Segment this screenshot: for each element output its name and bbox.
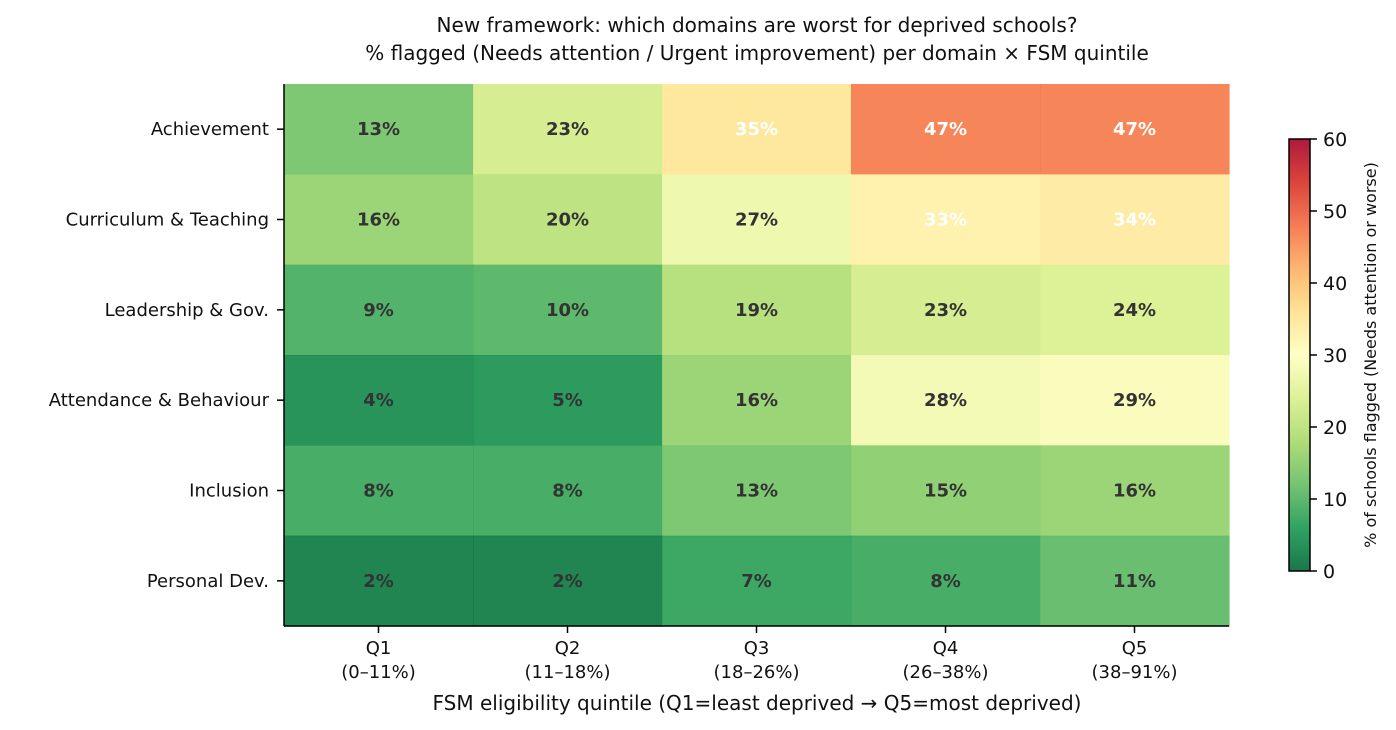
heatmap-cell	[662, 84, 852, 175]
cell-value-label: 2%	[363, 571, 394, 592]
cell-value-label: 28%	[924, 390, 967, 411]
colorbar-tick-label: 0	[1323, 561, 1335, 583]
heatmap-cell	[284, 174, 474, 266]
heatmap-cell	[473, 264, 663, 356]
cell-value-label: 34%	[1113, 210, 1156, 231]
cell-value-label: 2%	[552, 571, 583, 592]
cell-value-label: 33%	[924, 210, 967, 231]
colorbar-scale	[1288, 138, 1311, 572]
colorbar-tick-label: 20	[1323, 417, 1347, 439]
x-tick-label: Q5	[1122, 638, 1148, 659]
heatmap-cell	[1040, 174, 1230, 266]
x-tick-range-label: (26–38%)	[903, 662, 989, 683]
heatmap-cell	[473, 84, 663, 175]
cell-value-label: 24%	[1113, 300, 1156, 321]
cell-value-label: 19%	[735, 300, 778, 321]
x-tick-range-label: (0–11%)	[341, 662, 416, 683]
cell-value-label: 23%	[924, 300, 967, 321]
heatmap-cell	[851, 355, 1041, 446]
cell-value-label: 7%	[741, 571, 772, 592]
cell-value-label: 4%	[363, 390, 394, 411]
colorbar-ticks: 0 10 20 30 40 50 60	[1310, 129, 1347, 583]
heatmap-cell	[662, 535, 852, 627]
y-tick-label: Leadership & Gov.	[105, 300, 269, 321]
cell-value-label: 13%	[735, 481, 778, 502]
colorbar: 0 10 20 30 40 50 60 % of schools flagged (Need…	[1288, 129, 1380, 583]
x-tick-range-label: (18–26%)	[714, 662, 800, 683]
heatmap-cell	[284, 84, 474, 175]
heatmap-cell	[1040, 264, 1230, 356]
heatmap-cell	[284, 535, 474, 627]
cell-value-label: 47%	[1113, 119, 1156, 140]
x-tick-label: Q2	[555, 638, 581, 659]
x-tick-label: Q1	[366, 638, 392, 659]
x-tick-label: Q3	[744, 638, 770, 659]
colorbar-tick-label: 10	[1323, 489, 1347, 511]
heatmap-cell	[473, 174, 663, 266]
cell-value-label: 20%	[546, 210, 589, 231]
heatmap-cell	[1040, 355, 1230, 446]
x-tick-range-label: (11–18%)	[525, 662, 611, 683]
x-axis-ticks: Q1 (0–11%) Q2 (11–18%) Q3 (18–26%) Q4 (26–38%) Q…	[341, 626, 1177, 683]
cell-value-label: 23%	[546, 119, 589, 140]
cell-value-label: 11%	[1113, 571, 1156, 592]
heatmap-cell	[473, 535, 663, 627]
cell-value-label: 9%	[363, 300, 394, 321]
cell-value-label: 16%	[357, 210, 400, 231]
heatmap-cell	[851, 445, 1041, 537]
heatmap-cell	[662, 445, 852, 537]
x-axis-label: FSM eligibility quintile (Q1=least depri…	[433, 691, 1082, 715]
heatmap-cell	[851, 174, 1041, 266]
colorbar-label: % of schools flagged (Needs attention or…	[1361, 162, 1380, 548]
heatmap-cell	[473, 355, 663, 446]
heatmap-cell	[284, 355, 474, 446]
chart-subtitle: % flagged (Needs attention / Urgent impr…	[365, 41, 1149, 65]
heatmap-cell	[473, 445, 663, 537]
heatmap-cell	[662, 174, 852, 266]
colorbar-tick-label: 50	[1323, 201, 1347, 223]
heatmap-cell	[662, 264, 852, 356]
heatmap-cell	[1040, 84, 1230, 175]
cell-value-label: 29%	[1113, 390, 1156, 411]
heatmap-cells	[284, 84, 1230, 627]
heatmap-cell	[1040, 445, 1230, 537]
cell-value-label: 47%	[924, 119, 967, 140]
y-tick-label: Personal Dev.	[147, 571, 269, 592]
colorbar-tick-label: 30	[1323, 345, 1347, 367]
heatmap-cell	[662, 355, 852, 446]
cell-value-label: 10%	[546, 300, 589, 321]
cell-value-label: 13%	[357, 119, 400, 140]
heatmap-cell	[284, 445, 474, 537]
cell-value-label: 5%	[552, 390, 583, 411]
colorbar-tick-label: 40	[1323, 273, 1347, 295]
heatmap-cell	[1040, 535, 1230, 627]
cell-value-label: 16%	[1113, 481, 1156, 502]
y-tick-label: Attendance & Behaviour	[49, 390, 270, 411]
cell-value-label: 16%	[735, 390, 778, 411]
cell-value-label: 15%	[924, 481, 967, 502]
cell-value-label: 27%	[735, 210, 778, 231]
y-tick-label: Achievement	[151, 119, 269, 140]
cell-value-label: 8%	[930, 571, 961, 592]
heatmap-cell	[851, 264, 1041, 356]
heatmap-cell	[851, 535, 1041, 627]
heatmap-cell-labels: 13% 23% 35% 47% 47% 16% 20% 27% 33% 34% 9% 10% 19% 23…	[357, 119, 1156, 592]
chart-title: New framework: which domains are worst f…	[437, 13, 1078, 37]
cell-value-label: 8%	[552, 481, 583, 502]
heatmap-cell	[851, 84, 1041, 175]
x-tick-label: Q4	[933, 638, 959, 659]
cell-value-label: 8%	[363, 481, 394, 502]
y-tick-label: Curriculum & Teaching	[66, 210, 269, 231]
y-axis-ticks: Achievement Curriculum & Teaching Leadersh…	[49, 119, 284, 592]
y-tick-label: Inclusion	[189, 481, 269, 502]
x-tick-range-label: (38–91%)	[1092, 662, 1178, 683]
heatmap-cell	[284, 264, 474, 356]
colorbar-tick-label: 60	[1323, 129, 1347, 151]
cell-value-label: 35%	[735, 119, 778, 140]
